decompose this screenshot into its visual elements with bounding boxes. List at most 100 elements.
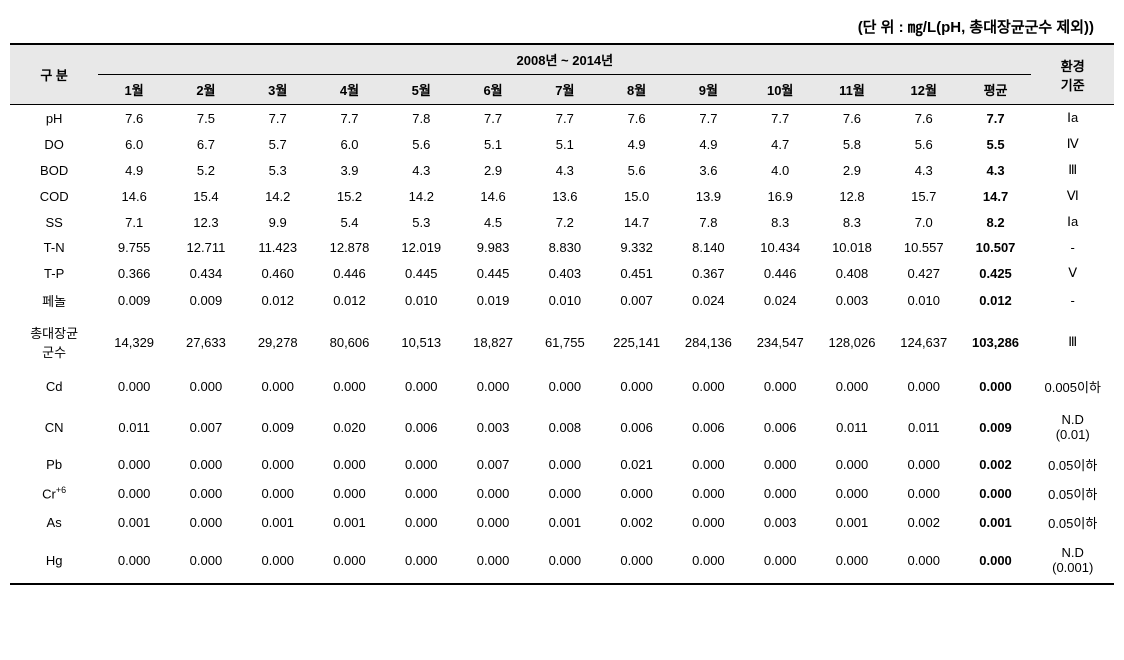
data-cell: 4.9 bbox=[98, 157, 170, 183]
data-cell: 0.000 bbox=[673, 450, 745, 479]
data-cell: 0.001 bbox=[529, 508, 601, 537]
data-cell: 0.000 bbox=[673, 479, 745, 508]
data-cell: 0.427 bbox=[888, 260, 960, 286]
data-cell: 0.011 bbox=[98, 404, 170, 450]
data-cell: 29,278 bbox=[242, 315, 314, 369]
data-cell: 0.000 bbox=[385, 537, 457, 584]
data-cell: 0.000 bbox=[98, 450, 170, 479]
header-month: 11월 bbox=[816, 75, 888, 105]
header-month: 4월 bbox=[314, 75, 386, 105]
data-cell: 0.009 bbox=[242, 404, 314, 450]
data-cell: 2.9 bbox=[457, 157, 529, 183]
data-cell: 0.000 bbox=[529, 479, 601, 508]
data-cell: 14,329 bbox=[98, 315, 170, 369]
data-cell: 7.5 bbox=[170, 105, 242, 132]
data-cell: 0.000 bbox=[98, 479, 170, 508]
data-cell: 0.006 bbox=[601, 404, 673, 450]
data-cell: 0.000 bbox=[457, 479, 529, 508]
data-cell: 9.332 bbox=[601, 235, 673, 260]
data-cell: 0.007 bbox=[601, 286, 673, 315]
avg-cell: 7.7 bbox=[960, 105, 1032, 132]
data-cell: 9.983 bbox=[457, 235, 529, 260]
data-cell: 0.000 bbox=[170, 450, 242, 479]
header-category: 구 분 bbox=[10, 44, 98, 105]
table-body: pH7.67.57.77.77.87.77.77.67.77.77.67.67.… bbox=[10, 105, 1114, 585]
data-cell: 8.830 bbox=[529, 235, 601, 260]
data-cell: 4.0 bbox=[744, 157, 816, 183]
data-cell: 0.000 bbox=[385, 479, 457, 508]
table-row: 총대장균 군수14,32927,63329,27880,60610,51318,… bbox=[10, 315, 1114, 369]
standard-cell: N.D (0.001) bbox=[1031, 537, 1114, 584]
data-cell: 0.000 bbox=[242, 537, 314, 584]
row-label: BOD bbox=[10, 157, 98, 183]
data-cell: 0.010 bbox=[529, 286, 601, 315]
standard-cell: 0.05이하 bbox=[1031, 479, 1114, 508]
data-cell: 10.018 bbox=[816, 235, 888, 260]
avg-cell: 0.009 bbox=[960, 404, 1032, 450]
data-cell: 9.9 bbox=[242, 209, 314, 235]
standard-cell: 0.05이하 bbox=[1031, 508, 1114, 537]
table-row: SS7.112.39.95.45.34.57.214.77.88.38.37.0… bbox=[10, 209, 1114, 235]
row-label: 페놀 bbox=[10, 286, 98, 315]
data-cell: 0.000 bbox=[673, 369, 745, 404]
data-cell: 225,141 bbox=[601, 315, 673, 369]
data-cell: 0.446 bbox=[314, 260, 386, 286]
avg-cell: 5.5 bbox=[960, 131, 1032, 157]
data-cell: 0.408 bbox=[816, 260, 888, 286]
data-cell: 0.009 bbox=[170, 286, 242, 315]
data-cell: 16.9 bbox=[744, 183, 816, 209]
table-row: Cr+60.0000.0000.0000.0000.0000.0000.0000… bbox=[10, 479, 1114, 508]
data-cell: 0.000 bbox=[457, 537, 529, 584]
data-cell: 18,827 bbox=[457, 315, 529, 369]
data-cell: 0.000 bbox=[673, 508, 745, 537]
data-cell: 0.000 bbox=[601, 537, 673, 584]
row-label: Pb bbox=[10, 450, 98, 479]
data-cell: 0.000 bbox=[242, 479, 314, 508]
data-cell: 7.7 bbox=[314, 105, 386, 132]
data-cell: 8.3 bbox=[744, 209, 816, 235]
data-cell: 7.6 bbox=[601, 105, 673, 132]
standard-cell: Ⅴ bbox=[1031, 260, 1114, 286]
data-cell: 12.878 bbox=[314, 235, 386, 260]
data-cell: 0.000 bbox=[170, 369, 242, 404]
data-cell: 0.000 bbox=[744, 537, 816, 584]
data-cell: 7.1 bbox=[98, 209, 170, 235]
data-cell: 0.000 bbox=[457, 369, 529, 404]
data-cell: 128,026 bbox=[816, 315, 888, 369]
row-label: T-P bbox=[10, 260, 98, 286]
table-row: BOD4.95.25.33.94.32.94.35.63.64.02.94.34… bbox=[10, 157, 1114, 183]
data-cell: 15.2 bbox=[314, 183, 386, 209]
avg-cell: 14.7 bbox=[960, 183, 1032, 209]
data-cell: 0.000 bbox=[314, 537, 386, 584]
data-cell: 0.000 bbox=[816, 537, 888, 584]
table-row: DO6.06.75.76.05.65.15.14.94.94.75.85.65.… bbox=[10, 131, 1114, 157]
data-cell: 0.000 bbox=[170, 508, 242, 537]
data-cell: 5.1 bbox=[529, 131, 601, 157]
data-cell: 7.8 bbox=[385, 105, 457, 132]
header-period: 2008년 ~ 2014년 bbox=[98, 44, 1031, 75]
data-cell: 0.434 bbox=[170, 260, 242, 286]
data-cell: 11.423 bbox=[242, 235, 314, 260]
header-month: 7월 bbox=[529, 75, 601, 105]
data-cell: 0.000 bbox=[744, 369, 816, 404]
data-cell: 5.6 bbox=[888, 131, 960, 157]
data-cell: 80,606 bbox=[314, 315, 386, 369]
data-cell: 12.711 bbox=[170, 235, 242, 260]
data-cell: 0.007 bbox=[457, 450, 529, 479]
data-cell: 8.3 bbox=[816, 209, 888, 235]
header-month: 5월 bbox=[385, 75, 457, 105]
table-row: Cd0.0000.0000.0000.0000.0000.0000.0000.0… bbox=[10, 369, 1114, 404]
data-cell: 234,547 bbox=[744, 315, 816, 369]
data-cell: 5.3 bbox=[242, 157, 314, 183]
data-cell: 27,633 bbox=[170, 315, 242, 369]
avg-cell: 0.000 bbox=[960, 479, 1032, 508]
data-cell: 10.557 bbox=[888, 235, 960, 260]
avg-cell: 8.2 bbox=[960, 209, 1032, 235]
header-month: 9월 bbox=[673, 75, 745, 105]
data-cell: 2.9 bbox=[816, 157, 888, 183]
data-cell: 0.012 bbox=[242, 286, 314, 315]
header-month: 12월 bbox=[888, 75, 960, 105]
data-cell: 124,637 bbox=[888, 315, 960, 369]
standard-cell: Ⅳ bbox=[1031, 131, 1114, 157]
header-avg: 평균 bbox=[960, 75, 1032, 105]
